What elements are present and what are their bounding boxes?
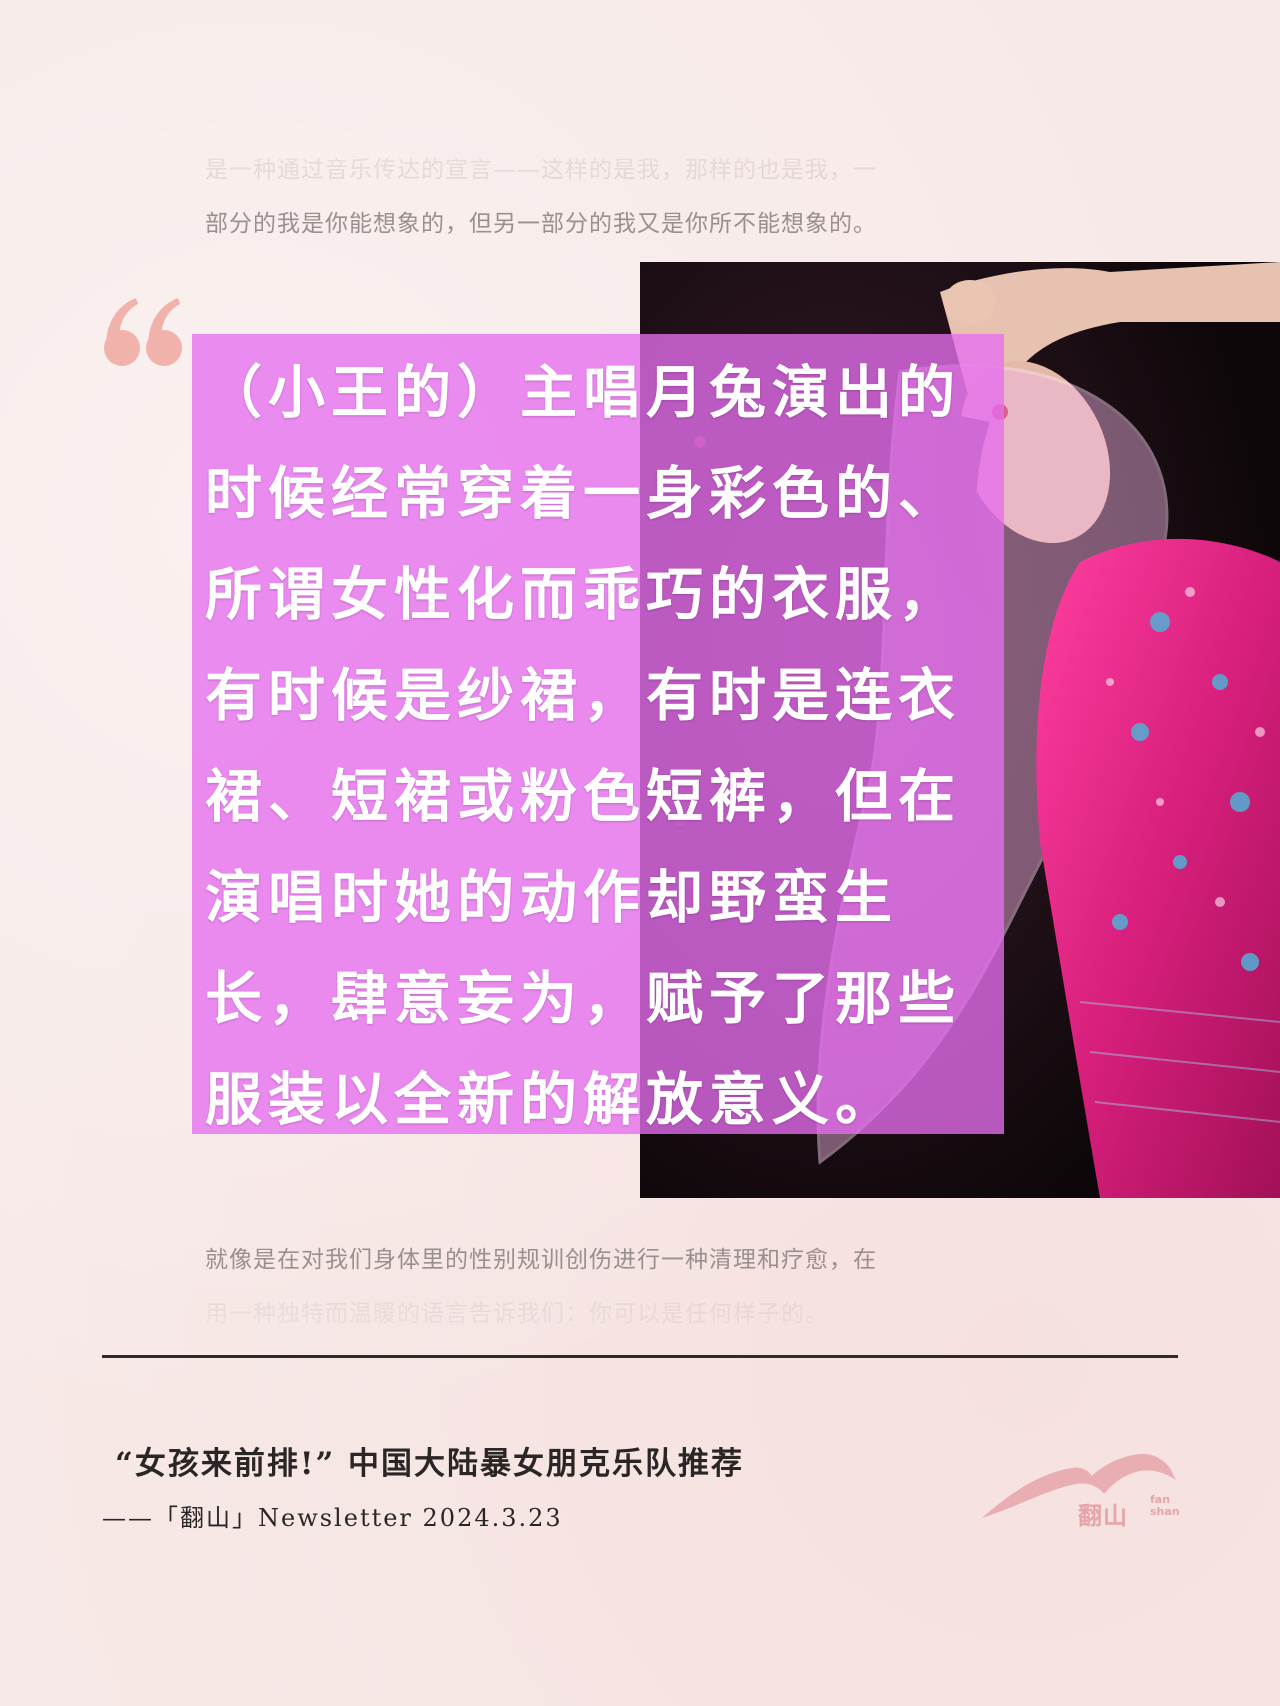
article-source: ——「翻山」Newsletter 2024.3.23 [102, 1504, 563, 1532]
quote-mark-icon [104, 298, 182, 366]
logo-en-top: fan [1150, 1493, 1171, 1506]
outro-line: 就像是在对我们身体里的性别规训创伤进行一种清理和疗愈，在 [205, 1247, 877, 1273]
outro-line: 用一种独特而温暖的语言告诉我们：你可以是任何样子的。 [205, 1301, 829, 1327]
intro-line: 部分的我是你能想象的，但另一部分的我又是你所不能想象的。 [205, 211, 877, 237]
fanshan-logo-icon [982, 1453, 1176, 1518]
outro-paragraph: 就像是在对我们身体里的性别规训创伤进行一种清理和疗愈，在 用一种独特而温暖的语言… [205, 1233, 995, 1341]
quote-line: 裙、短裙或粉色短裤，但在 [205, 763, 961, 830]
footer-divider [102, 1355, 1178, 1358]
quote-line: （小王的）主唱月兔演出的 [205, 359, 961, 426]
logo-wordmark-cn: 翻山 [1078, 1502, 1128, 1530]
intro-paragraph: 是一种通过音乐传达的宣言——这样的是我，那样的也是我，一 部分的我是你能想象的，… [205, 143, 995, 251]
quote-overlay [192, 334, 1004, 1134]
intro-line: 是一种通过音乐传达的宣言——这样的是我，那样的也是我，一 [205, 157, 877, 183]
article-title: “女孩来前排!” 中国大陆暴女朋克乐队推荐 [115, 1446, 745, 1482]
quote-line: 时候经常穿着一身彩色的、 [205, 460, 961, 527]
quote-line: 有时候是纱裙，有时是连衣 [205, 662, 961, 729]
quote-line: 演唱时她的动作却野蛮生 [205, 864, 898, 931]
quote-line: 所谓女性化而乖巧的衣服， [205, 561, 961, 628]
quote-line: 长，肆意妄为，赋予了那些 [205, 965, 961, 1032]
quote-text: （小王的）主唱月兔演出的 时候经常穿着一身彩色的、 所谓女性化而乖巧的衣服， 有… [205, 342, 995, 1150]
logo-wordmark-en: fan shan [1150, 1494, 1180, 1518]
quote-line: 服装以全新的解放意义。 [205, 1066, 898, 1133]
logo-en-bottom: shan [1150, 1505, 1180, 1518]
